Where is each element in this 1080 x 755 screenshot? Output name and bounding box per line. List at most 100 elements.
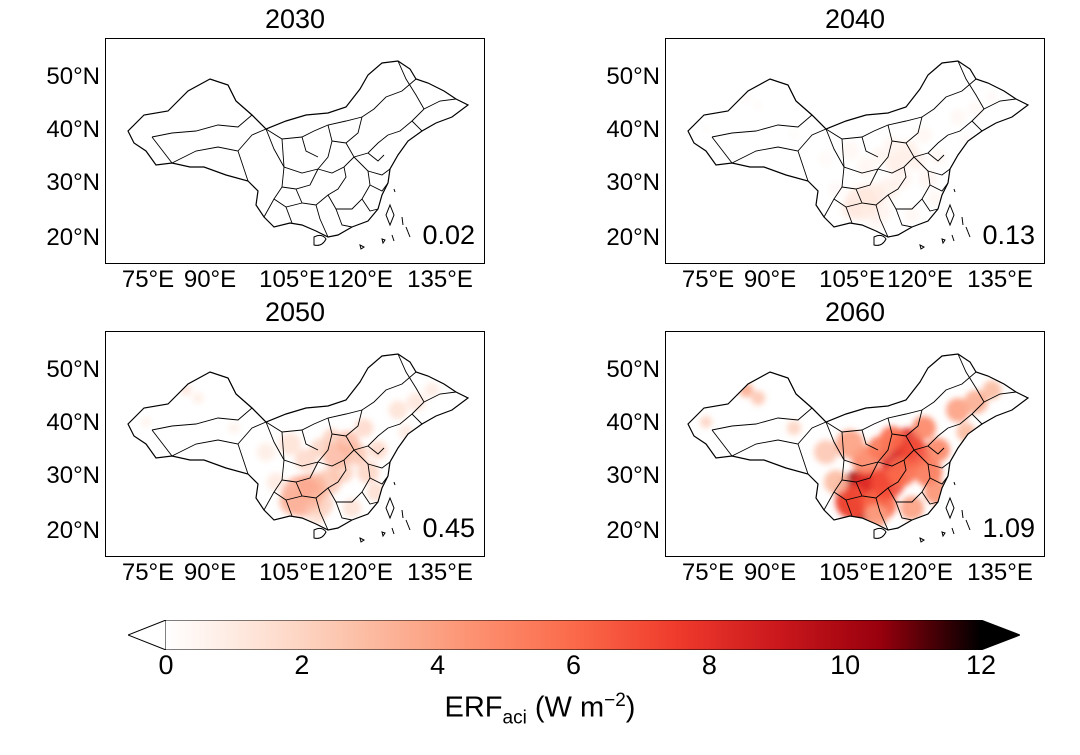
lat-tick-label: 50°N <box>606 356 660 383</box>
lon-tick-label: 135°E <box>967 266 1033 293</box>
erf-hotspot <box>985 90 999 104</box>
province-border <box>797 128 827 152</box>
map-frame <box>105 38 485 264</box>
erf-hotspot <box>982 380 1002 400</box>
erf-hotspot <box>856 157 876 177</box>
lat-tick-label: 40°N <box>46 116 100 143</box>
erf-hotspot <box>306 506 326 526</box>
province-border <box>971 98 1017 122</box>
province-border <box>731 439 809 475</box>
island-border <box>965 226 971 238</box>
province-border <box>315 497 329 531</box>
province-border <box>171 439 249 475</box>
province-border <box>237 128 267 152</box>
erf-hotspot <box>928 191 944 207</box>
province-border <box>387 120 423 136</box>
lat-tick-label: 20°N <box>46 224 100 251</box>
lon-tick-label: 75°E <box>121 266 175 293</box>
island-border <box>391 234 395 242</box>
island-border <box>359 537 365 543</box>
province-border <box>151 371 253 431</box>
province-border <box>971 391 1017 415</box>
map-panel-2050: 2050 50°N 40°N 30°N 20°N 75°E 90°E 105°E 120°E 13… <box>0 293 520 586</box>
province-border <box>265 371 417 433</box>
province-border <box>731 146 809 182</box>
lon-tick-label: 90°E <box>743 266 797 293</box>
lat-tick-label: 30°N <box>606 169 660 196</box>
province-border <box>301 136 319 158</box>
island-border <box>945 203 955 227</box>
lon-tick-label: 105°E <box>259 559 325 586</box>
province-border <box>875 497 889 531</box>
colorbar-tick-label: 4 <box>430 650 446 680</box>
colorbar-tick-label: 0 <box>158 650 174 680</box>
province-border <box>411 391 457 415</box>
island-border <box>313 527 327 539</box>
erf-hotspot <box>884 137 900 153</box>
island-border <box>945 496 955 520</box>
erf-hotspot <box>964 390 988 414</box>
lat-tick-label: 30°N <box>46 169 100 196</box>
colorbar-max-extend <box>980 619 1022 651</box>
island-border <box>405 519 411 531</box>
map-panel-2040: 2040 50°N 40°N 30°N 20°N 75°E 90°E 105°E 120°E 13… <box>560 0 1080 293</box>
lon-tick-label: 75°E <box>681 266 735 293</box>
lon-tick-label: 135°E <box>967 559 1033 586</box>
erf-hotspot <box>828 181 844 197</box>
lat-tick-label: 50°N <box>46 63 100 90</box>
island-border <box>401 509 404 519</box>
province-border <box>877 449 915 467</box>
mean-erf-value: 0.45 <box>422 513 475 543</box>
erf-hotspot <box>278 432 302 456</box>
island-border <box>385 496 395 520</box>
lat-tick-label: 20°N <box>46 517 100 544</box>
mean-erf-value: 0.02 <box>422 220 475 250</box>
province-border <box>367 445 385 455</box>
province-border <box>895 501 913 521</box>
province-border <box>825 371 977 433</box>
island-border <box>961 509 964 519</box>
province-border <box>397 353 425 403</box>
province-border <box>921 198 939 212</box>
province-border <box>367 152 385 162</box>
erf-hotspot <box>916 127 932 143</box>
lon-tick-label: 90°E <box>743 559 797 586</box>
province-border <box>331 409 363 437</box>
colorbar-tick-label: 8 <box>701 650 717 680</box>
province-border <box>151 429 173 457</box>
island-border <box>405 226 411 238</box>
province-border <box>335 208 353 228</box>
lon-tick-label: 135°E <box>407 559 473 586</box>
erf-hotspot <box>344 442 368 466</box>
province-border <box>875 204 889 238</box>
panel-title: 2040 <box>824 4 886 34</box>
island-border <box>919 537 925 543</box>
erf-hotspot <box>926 438 950 462</box>
country-border <box>687 353 1030 531</box>
china-map <box>687 60 1030 250</box>
island-border <box>873 527 887 539</box>
erf-hotspot <box>872 147 888 163</box>
province-border <box>265 78 417 140</box>
province-border <box>825 78 977 140</box>
lat-tick-label: 20°N <box>606 517 660 544</box>
province-border <box>361 491 379 505</box>
erf-hotspot <box>968 101 984 117</box>
province-border <box>367 168 391 176</box>
island-border <box>393 481 396 486</box>
island-border <box>359 244 365 250</box>
province-border <box>929 475 949 485</box>
erf-hotspot <box>818 151 834 167</box>
colorbar-graphic <box>126 619 1022 651</box>
island-border <box>951 527 955 535</box>
island-border <box>961 216 964 226</box>
province-border <box>957 60 985 110</box>
province-border <box>369 182 389 192</box>
province-border <box>841 168 879 190</box>
colorbar-bar <box>166 620 981 650</box>
erf-hotspot <box>256 442 276 462</box>
erf-hotspot <box>228 422 240 434</box>
erf-hotspot <box>789 130 799 140</box>
province-border <box>335 501 353 521</box>
erf-hotspot <box>753 100 763 110</box>
